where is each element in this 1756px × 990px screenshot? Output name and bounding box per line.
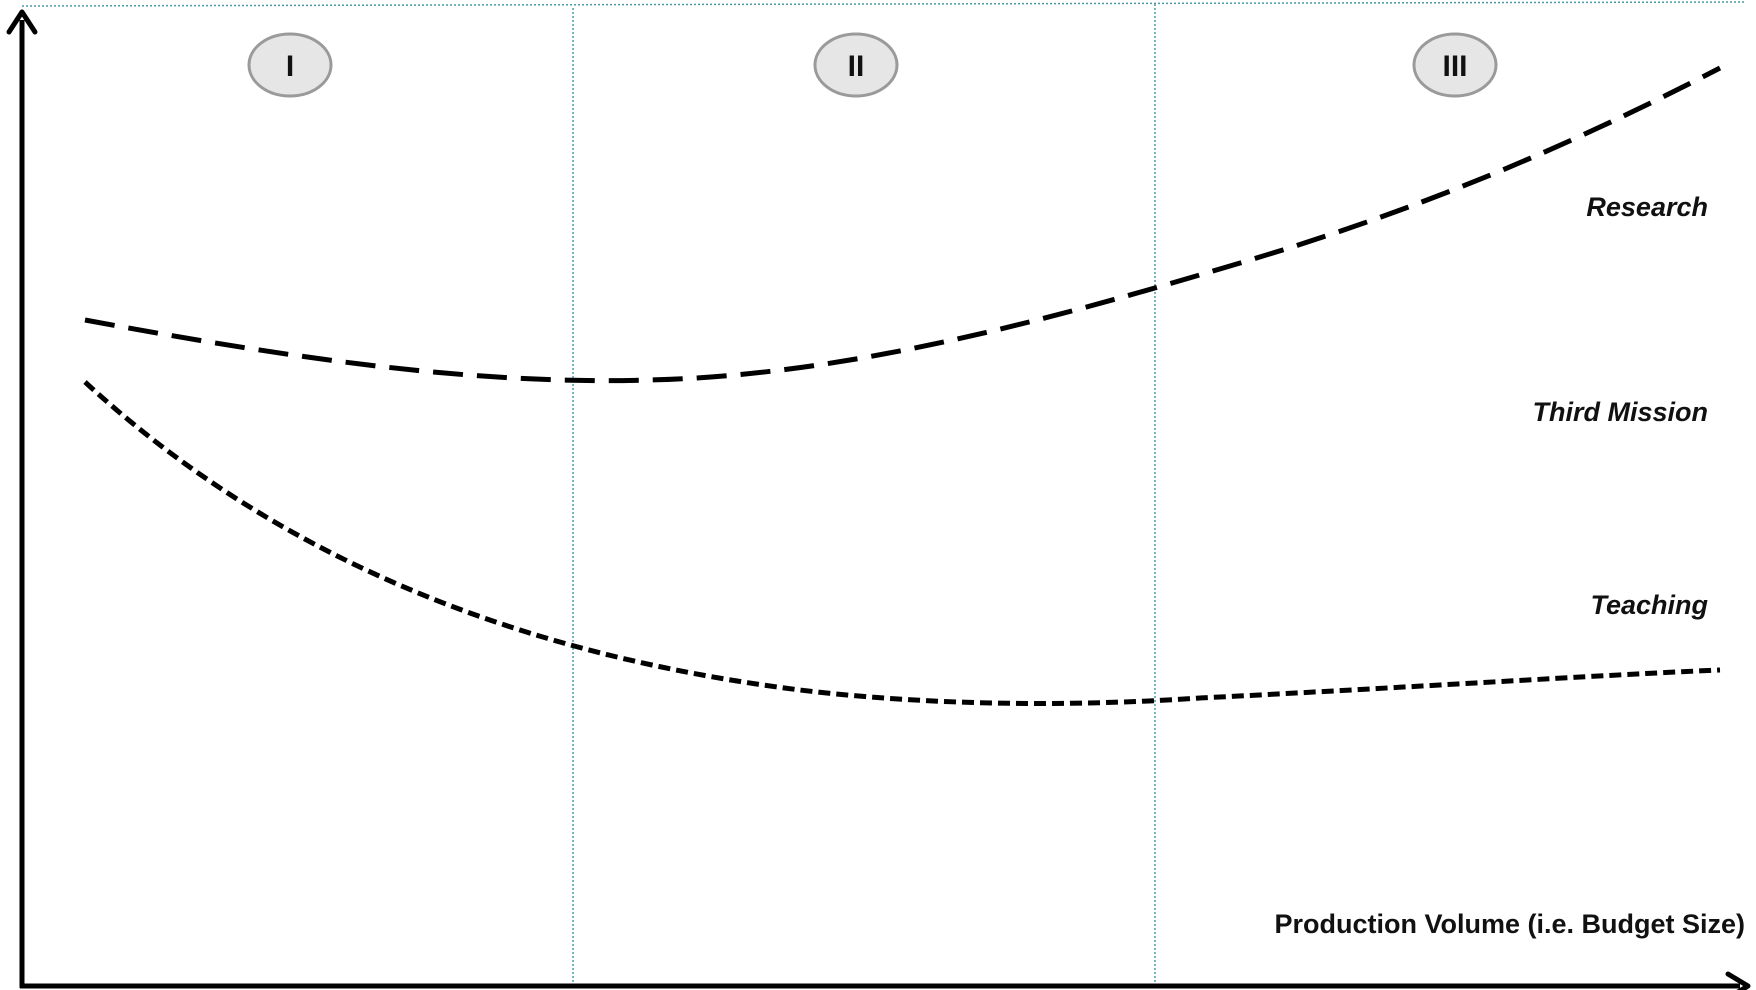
x-axis-label: Production Volume (i.e. Budget Size) [1274,909,1745,939]
region-badge-3: III [1412,32,1498,98]
y-axis-arrowhead [6,9,38,35]
teaching-curve [83,380,1721,706]
top-border [21,1,1746,7]
region-badge-1: I [247,32,333,98]
teaching-label: Teaching [1590,590,1708,620]
research-curve [84,65,1722,384]
region-label-2: II [848,50,865,83]
third-mission-label: Third Mission [1533,397,1709,427]
x-axis-arrowhead [1725,971,1751,990]
region-badge-2: II [813,32,899,98]
region-label-1: I [286,50,294,83]
region-label-3: III [1442,50,1467,83]
research-label: Research [1586,192,1708,222]
